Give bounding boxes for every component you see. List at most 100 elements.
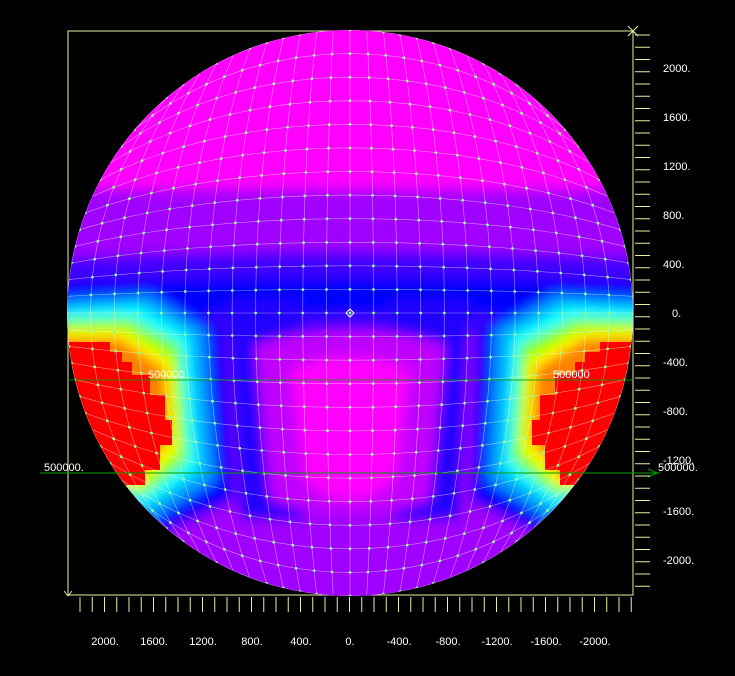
mesh-node bbox=[203, 139, 206, 143]
mesh-node bbox=[390, 124, 393, 127]
mesh-node bbox=[477, 466, 481, 469]
mesh-node bbox=[215, 96, 219, 100]
mesh-node bbox=[187, 91, 190, 95]
mesh-node bbox=[539, 121, 542, 124]
mesh-node bbox=[528, 207, 532, 211]
mesh-node bbox=[417, 404, 421, 408]
mesh-node bbox=[442, 265, 446, 269]
mesh-node bbox=[492, 540, 496, 544]
mesh-node bbox=[580, 368, 584, 372]
mesh-node bbox=[441, 380, 445, 384]
mesh-node bbox=[440, 403, 444, 407]
mesh-node bbox=[416, 427, 419, 431]
mesh-node bbox=[208, 267, 211, 271]
mesh-node bbox=[438, 559, 442, 563]
mesh-node bbox=[431, 495, 435, 498]
mesh-node bbox=[372, 335, 375, 338]
x-axis: 2000. 1600. 1200. 800. 400. 0. -400. -80… bbox=[79, 597, 632, 648]
mesh-node bbox=[371, 429, 374, 433]
mesh-node bbox=[190, 419, 194, 422]
mesh-node bbox=[419, 334, 422, 338]
mesh-node bbox=[240, 554, 244, 558]
mesh-node bbox=[488, 505, 492, 508]
mesh-node bbox=[330, 52, 334, 56]
mesh-node bbox=[241, 153, 245, 157]
mesh-node bbox=[440, 219, 444, 223]
mesh-node bbox=[431, 128, 435, 132]
mesh-node bbox=[395, 335, 399, 338]
mesh-node bbox=[417, 218, 421, 222]
mesh-node bbox=[238, 176, 242, 180]
mesh-node bbox=[230, 311, 234, 315]
mesh-node bbox=[542, 451, 545, 455]
mesh-node bbox=[139, 132, 142, 135]
mesh-grid bbox=[67, 30, 633, 596]
mesh-node bbox=[405, 543, 409, 547]
mesh-node bbox=[489, 289, 493, 293]
mesh-node bbox=[151, 114, 154, 117]
mesh-node bbox=[577, 455, 581, 459]
mesh-node bbox=[428, 517, 432, 521]
mesh-node bbox=[228, 113, 232, 116]
mesh-node bbox=[194, 440, 198, 444]
mesh-node bbox=[512, 354, 516, 358]
mesh-node bbox=[187, 531, 190, 535]
mesh-node bbox=[371, 241, 375, 244]
mesh-node bbox=[136, 331, 140, 335]
x-axis-ticks bbox=[79, 597, 632, 612]
mesh-node bbox=[559, 271, 563, 275]
mesh-node bbox=[244, 131, 248, 135]
mesh-node bbox=[556, 464, 560, 467]
y-tick-label: 0. bbox=[672, 308, 681, 320]
mesh-node bbox=[329, 76, 333, 79]
mesh-node bbox=[203, 483, 206, 487]
mesh-node bbox=[348, 264, 352, 268]
x-tick-label: 0. bbox=[345, 636, 354, 648]
mesh-node bbox=[155, 171, 159, 175]
mesh-node bbox=[145, 211, 149, 215]
mesh-node bbox=[258, 426, 262, 429]
mesh-node bbox=[256, 219, 260, 223]
mesh-node bbox=[216, 444, 220, 447]
mesh-node bbox=[464, 244, 468, 247]
mesh-node bbox=[372, 358, 375, 362]
mesh-node bbox=[408, 102, 412, 106]
mesh-node bbox=[348, 288, 352, 291]
mesh-node bbox=[272, 540, 276, 544]
mesh-node bbox=[596, 401, 600, 405]
mesh-node bbox=[127, 197, 131, 201]
mesh-node bbox=[168, 131, 172, 135]
mesh-node bbox=[278, 334, 281, 338]
mesh-node bbox=[370, 170, 374, 174]
contour-disk bbox=[67, 30, 633, 596]
mesh-node bbox=[414, 172, 418, 176]
mesh-node bbox=[606, 275, 609, 279]
mesh-node bbox=[371, 382, 375, 385]
mesh-node bbox=[420, 563, 424, 567]
mesh-node bbox=[438, 426, 442, 429]
mesh-node bbox=[560, 331, 564, 335]
mesh-node bbox=[159, 311, 163, 315]
mesh-node bbox=[554, 391, 558, 395]
mesh-node bbox=[186, 376, 189, 379]
mesh-node bbox=[119, 387, 123, 391]
mesh-node bbox=[474, 75, 478, 79]
mesh-node bbox=[591, 419, 595, 423]
mesh-node bbox=[490, 311, 493, 315]
mesh-node bbox=[276, 563, 280, 567]
mesh-node bbox=[260, 449, 264, 452]
mesh-node bbox=[452, 491, 456, 495]
y-tick-label: -1600. bbox=[663, 506, 694, 518]
mesh-node bbox=[302, 381, 305, 385]
mesh-node bbox=[388, 100, 392, 104]
mesh-node bbox=[424, 82, 428, 86]
mesh-node bbox=[133, 445, 137, 448]
mesh-node bbox=[307, 499, 310, 502]
mesh-node bbox=[100, 401, 104, 405]
mesh-node bbox=[384, 569, 388, 572]
mesh-node bbox=[559, 351, 563, 355]
mesh-node bbox=[303, 428, 307, 432]
mesh-node bbox=[534, 374, 538, 377]
mesh-node bbox=[525, 436, 528, 440]
mesh-node bbox=[136, 311, 140, 315]
